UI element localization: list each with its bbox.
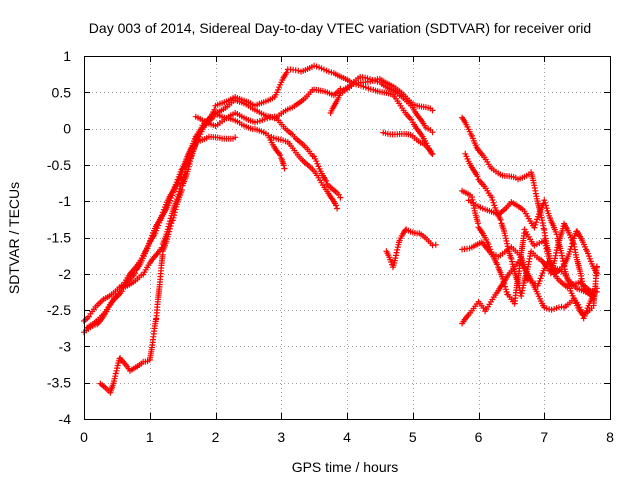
chart-title: Day 003 of 2014, Sidereal Day-to-day VTE… — [89, 20, 591, 36]
x-tick-label: 4 — [343, 429, 351, 445]
data-point-markers — [192, 110, 344, 201]
y-tick-label: -4 — [59, 411, 72, 427]
series-track-j — [380, 129, 436, 157]
y-tick-label: -1 — [59, 193, 72, 209]
series-track-p — [459, 258, 600, 327]
series-track-e — [192, 110, 344, 201]
x-tick-label: 0 — [80, 429, 88, 445]
series-track-b — [81, 85, 344, 336]
y-tick-label: -0.5 — [47, 157, 71, 173]
series-track-m — [459, 187, 600, 307]
data-point-markers — [84, 133, 239, 331]
data-point-markers — [81, 110, 288, 324]
y-tick-label: -3 — [59, 338, 72, 354]
x-axis-title: GPS time / hours — [292, 459, 399, 475]
x-tick-label: 6 — [475, 429, 483, 445]
x-tick-label: 5 — [409, 429, 417, 445]
data-point-markers — [81, 85, 344, 336]
y-tick-label: 0.5 — [52, 84, 72, 100]
tick-layer — [84, 56, 611, 420]
x-tick-label: 8 — [606, 429, 614, 445]
y-tick-label: 1 — [63, 48, 71, 64]
series-track-a — [81, 110, 288, 324]
y-axis-title: SDTVAR / TECUs — [6, 182, 22, 294]
y-tick-label: -2 — [59, 266, 72, 282]
y-tick-label: 0 — [63, 121, 71, 137]
tick-label-layer: 0 1 2 3 4 5 6 7 8 1 0.5 0 -0.5 -1 -1.5 -2 -2.5 -3 -3.5 -4 — [47, 48, 614, 445]
series-track-g — [327, 81, 436, 157]
series-track-f — [268, 134, 341, 212]
x-tick-label: 2 — [212, 429, 220, 445]
data-point-markers — [380, 129, 436, 157]
y-tick-label: -3.5 — [47, 375, 71, 391]
x-tick-label: 1 — [146, 429, 154, 445]
data-point-markers — [459, 258, 600, 327]
data-point-markers — [383, 226, 439, 271]
series-track-c — [84, 133, 239, 331]
y-tick-label: -1.5 — [47, 230, 71, 246]
series-track-i — [383, 226, 439, 271]
data-point-markers — [268, 134, 341, 212]
x-tick-label: 3 — [277, 429, 285, 445]
y-tick-label: -2.5 — [47, 302, 71, 318]
data-point-markers — [327, 81, 436, 157]
x-tick-label: 7 — [540, 429, 548, 445]
series-track-h — [340, 73, 436, 136]
data-point-markers — [340, 73, 436, 136]
data-point-markers — [459, 187, 600, 307]
data-layer — [81, 62, 600, 396]
